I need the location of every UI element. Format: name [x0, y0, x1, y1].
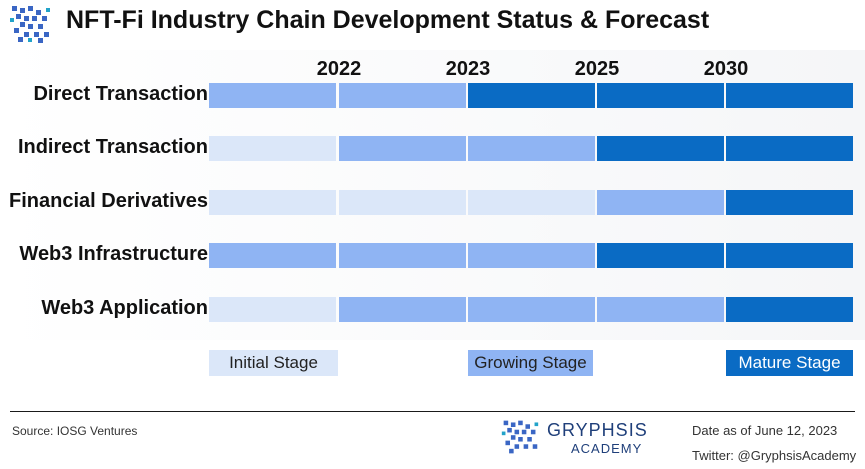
brand-subtitle: ACADEMY [571, 441, 643, 456]
stage-cell [597, 83, 724, 108]
row-label: Direct Transaction [33, 83, 208, 105]
stage-cell [339, 243, 466, 268]
year-header-2022: 2022 [316, 58, 362, 80]
stage-cell [726, 297, 853, 322]
stage-cell [209, 243, 336, 268]
stage-cell [468, 83, 595, 108]
stage-cell [339, 190, 466, 215]
stage-cell [726, 243, 853, 268]
year-header-2025: 2025 [574, 58, 620, 80]
stage-cell [597, 136, 724, 161]
stage-cell [339, 83, 466, 108]
stage-cell [209, 190, 336, 215]
legend-growing-stage: Growing Stage [468, 350, 593, 376]
stage-cell [209, 83, 336, 108]
stage-cell [468, 136, 595, 161]
stage-cell [726, 83, 853, 108]
row-label: Web3 Infrastructure [19, 243, 208, 265]
stage-cell [339, 297, 466, 322]
griffin-logo-icon [501, 420, 539, 454]
twitter-handle: Twitter: @GryphsisAcademy [692, 448, 857, 463]
row-label: Web3 Application [41, 297, 208, 319]
legend-mature-stage: Mature Stage [726, 350, 853, 376]
stage-cell [597, 243, 724, 268]
stage-cell [209, 136, 336, 161]
stage-cell [726, 136, 853, 161]
footer-divider [10, 411, 855, 412]
stage-cell [597, 297, 724, 322]
brand-name: GRYPHSIS [547, 420, 648, 440]
stage-cell [597, 190, 724, 215]
year-header-2030: 2030 [703, 58, 749, 80]
stage-cell [468, 243, 595, 268]
row-label: Indirect Transaction [17, 136, 208, 158]
griffin-logo-icon [10, 6, 50, 43]
stage-cell [339, 136, 466, 161]
page-title: NFT-Fi Industry Chain Development Status… [66, 6, 710, 34]
date-text: Date as of June 12, 2023 [692, 423, 838, 438]
stage-cell [209, 297, 336, 322]
legend-initial-stage: Initial Stage [209, 350, 338, 376]
stage-cell [468, 190, 595, 215]
stage-cell [726, 190, 853, 215]
stage-cell [468, 297, 595, 322]
year-header-2023: 2023 [445, 58, 491, 80]
source-text: Source: IOSG Ventures [12, 424, 138, 438]
row-label: Financial Derivatives [9, 190, 208, 212]
